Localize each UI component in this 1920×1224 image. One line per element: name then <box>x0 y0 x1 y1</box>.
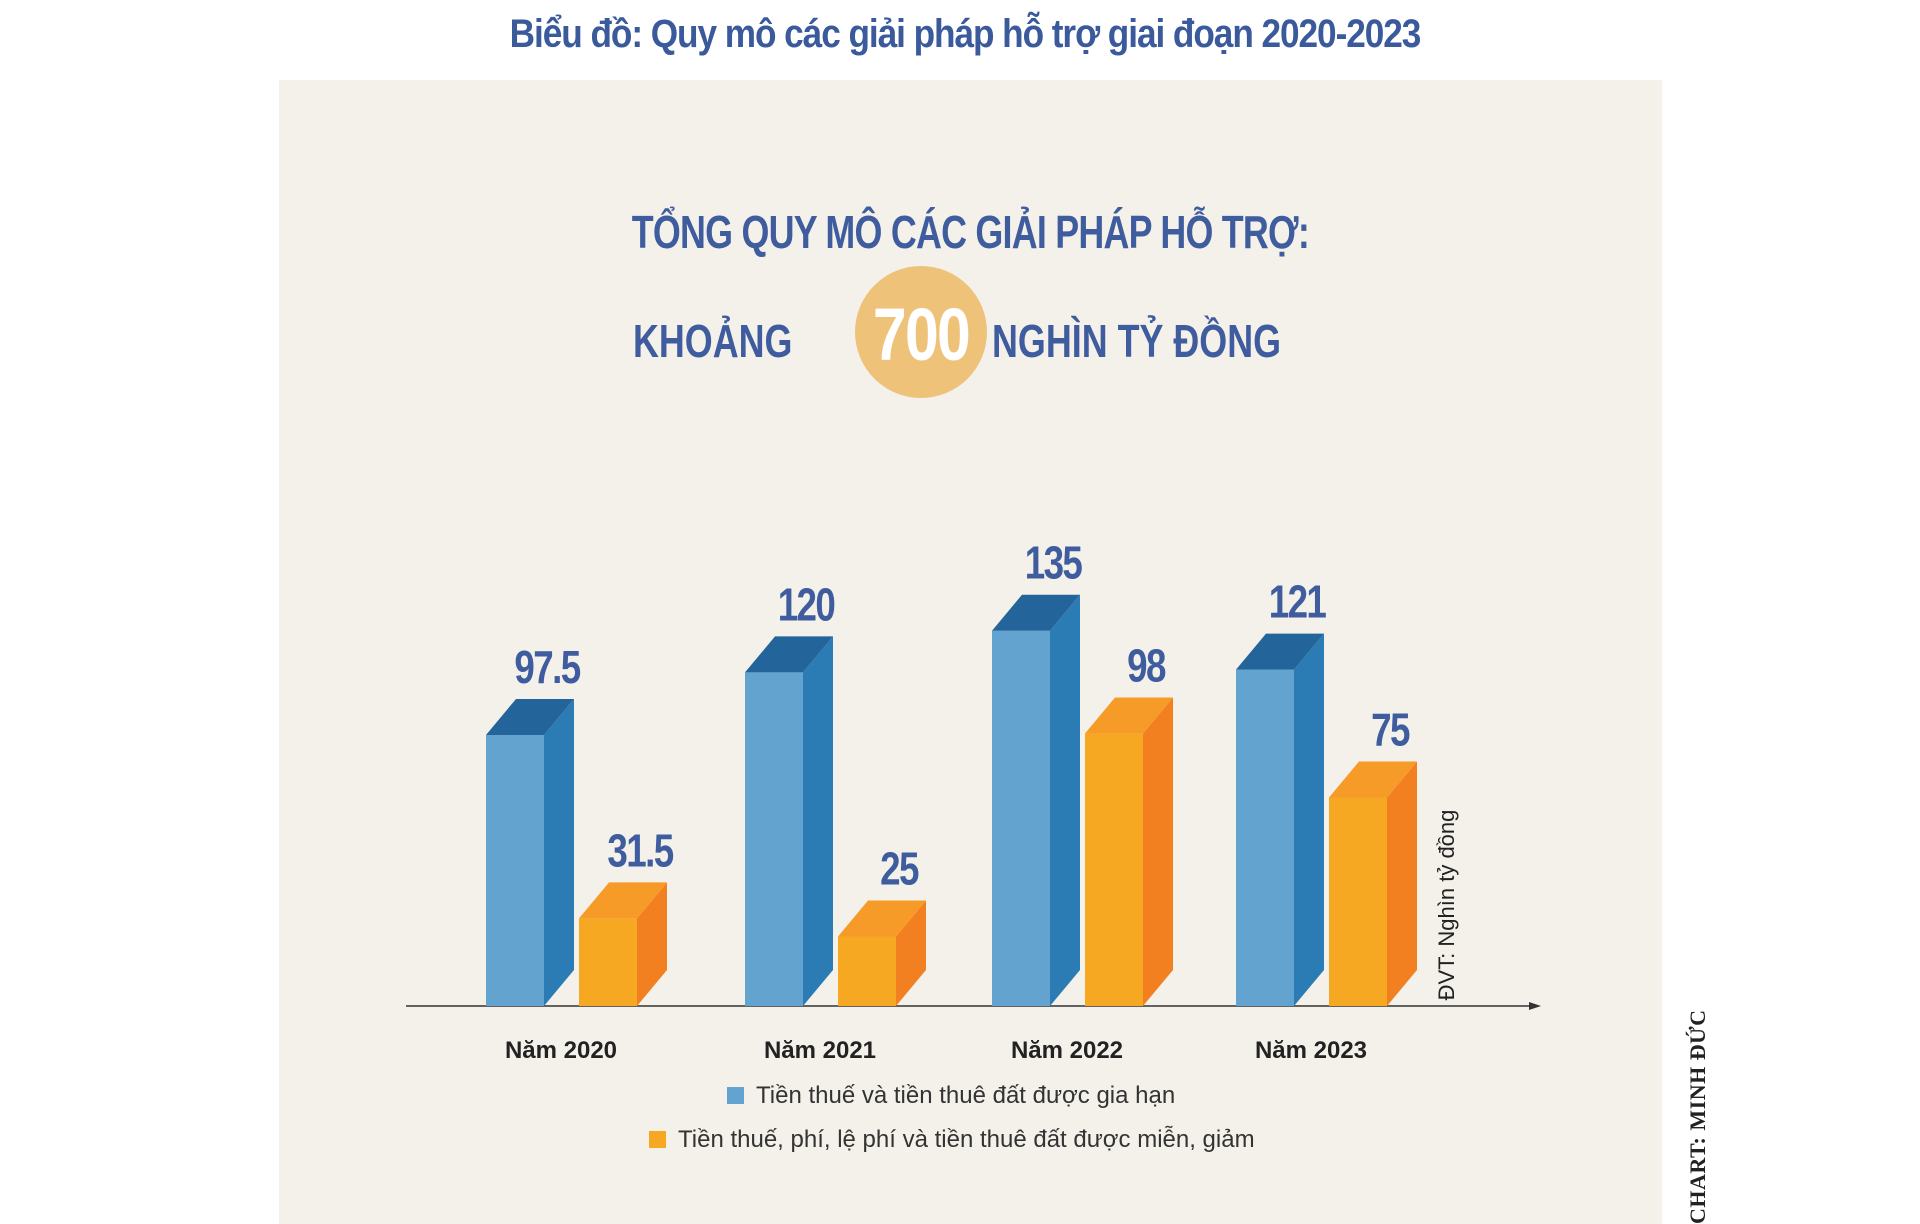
bar-orange-3 <box>1329 797 1387 1006</box>
bar-orange-3-top <box>1329 761 1417 798</box>
bar-blue-2-side <box>1050 594 1080 1006</box>
category-label-0: Năm 2020 <box>505 1037 617 1064</box>
bar-orange-1-side <box>896 900 926 1006</box>
value-label-blue-1: 120 <box>778 578 835 630</box>
chart-panel: TỔNG QUY MÔ CÁC GIẢI PHÁP HỖ TRỢ: KHOẢNG… <box>279 80 1662 1224</box>
value-label-orange-2: 98 <box>1127 640 1165 692</box>
value-label-orange-1: 25 <box>880 843 918 895</box>
credit: CHART: MINH ĐỨC <box>1685 1009 1710 1224</box>
legend-item-exempted: Tiền thuế, phí, lệ phí và tiền thuê đất … <box>649 1126 1255 1154</box>
category-label-2: Năm 2022 <box>1011 1037 1123 1064</box>
value-label-orange-3: 75 <box>1371 704 1409 756</box>
bar-blue-2 <box>992 630 1050 1006</box>
value-label-blue-0: 97.5 <box>514 641 580 693</box>
headline-suffix: NGHÌN TỶ ĐỒNG <box>992 315 1282 367</box>
bar-orange-2-side <box>1143 697 1173 1006</box>
bar-blue-3-side <box>1294 633 1324 1006</box>
bar-orange-2-top <box>1085 697 1173 734</box>
value-label-orange-0: 31.5 <box>607 824 673 876</box>
unit-label: ĐVT: Nghìn tỷ đồng <box>1434 810 1459 1001</box>
headline-line2: KHOẢNG 700 NGHÌN TỶ ĐỒNG <box>279 252 1662 398</box>
bar-blue-0 <box>486 734 544 1006</box>
legend-label-extended: Tiền thuế và tiền thuê đất được gia hạn <box>756 1082 1176 1109</box>
headline-prefix: KHOẢNG <box>632 315 792 367</box>
bar-blue-1-side <box>803 636 833 1006</box>
bar-blue-1-top <box>745 636 833 673</box>
bar-orange-1 <box>838 936 896 1006</box>
value-label-blue-3: 121 <box>1269 576 1326 628</box>
category-label-1: Năm 2021 <box>764 1037 876 1064</box>
page-title: Biểu đồ: Quy mô các giải pháp hỗ trợ gia… <box>509 12 1422 56</box>
bar-blue-3 <box>1236 669 1294 1006</box>
legend-swatch-orange <box>649 1131 666 1148</box>
bar-orange-2 <box>1085 733 1143 1006</box>
total-circle: 700 <box>855 266 987 398</box>
bar-blue-3-top <box>1236 633 1324 670</box>
legend-item-extended: Tiền thuế và tiền thuê đất được gia hạn <box>727 1082 1175 1110</box>
bar-blue-0-side <box>544 698 574 1006</box>
bar-orange-3-side <box>1387 761 1417 1006</box>
x-axis-arrow <box>1529 1002 1541 1010</box>
total-number: 700 <box>872 293 971 376</box>
bar-orange-0-top <box>579 882 667 919</box>
bar-orange-0 <box>579 918 637 1006</box>
bar-orange-0-side <box>637 882 667 1006</box>
bar-blue-2-top <box>992 594 1080 631</box>
category-label-3: Năm 2023 <box>1255 1037 1367 1064</box>
bar-chart: 97.5 120 135 121 31.5 25 98 75 Năm 2020 Năm 2021 N… <box>406 537 1541 1064</box>
value-label-blue-2: 135 <box>1025 537 1082 589</box>
legend-label-exempted: Tiền thuế, phí, lệ phí và tiền thuê đất … <box>678 1126 1255 1153</box>
bar-orange-1-top <box>838 900 926 937</box>
headline-line1: TỔNG QUY MÔ CÁC GIẢI PHÁP HỖ TRỢ: <box>631 206 1310 258</box>
bar-blue-1 <box>745 672 803 1006</box>
bar-blue-0-top <box>486 698 574 735</box>
legend-swatch-blue <box>727 1087 744 1104</box>
